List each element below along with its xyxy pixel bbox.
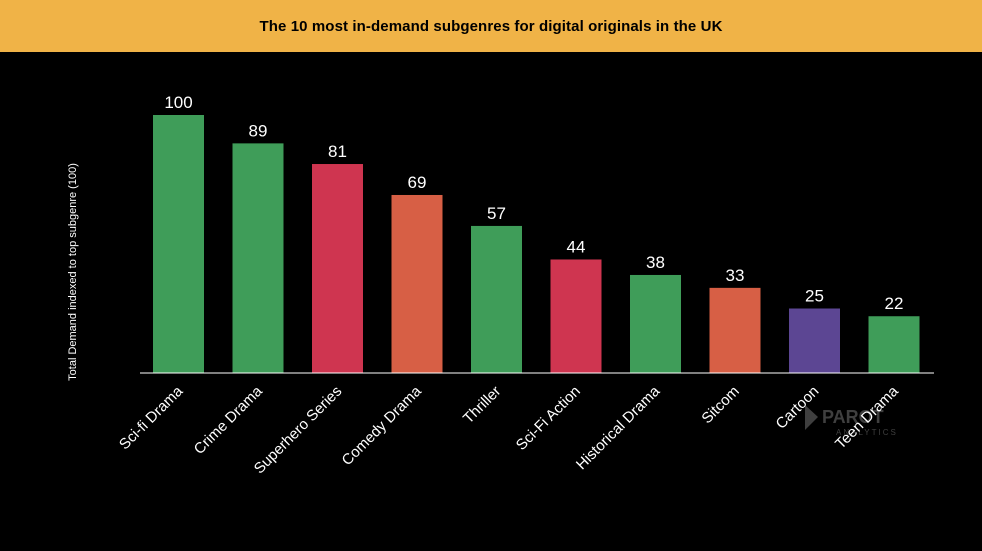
title-bar: The 10 most in-demand subgenres for digi… <box>0 0 982 52</box>
bars-group: 100 Sci-fi Drama 89 Crime Drama 81 Superhero … <box>116 93 920 477</box>
category-label-superhero-series: Superhero Series <box>251 383 346 478</box>
bar-cartoon <box>789 308 840 373</box>
data-label-sitcom: 33 <box>726 266 745 285</box>
category-label-historical-drama: Historical Drama <box>573 382 664 473</box>
category-label-crime-drama: Crime Drama <box>191 382 267 458</box>
bar-teen-drama <box>868 316 920 373</box>
data-label-thriller: 57 <box>487 204 506 223</box>
category-label-sci-fi-action: Sci-Fi Action <box>513 383 584 454</box>
data-label-comedy-drama: 69 <box>408 173 427 192</box>
data-label-sci-fi-action: 44 <box>567 237 586 256</box>
category-label-sci-fi-drama: Sci-fi Drama <box>116 382 187 453</box>
data-label-cartoon: 25 <box>805 287 824 306</box>
bar-crime-drama <box>232 143 284 373</box>
category-label-comedy-drama: Comedy Drama <box>339 382 426 469</box>
data-label-superhero-series: 81 <box>328 142 347 161</box>
data-label-teen-drama: 22 <box>885 294 904 313</box>
data-label-sci-fi-drama: 100 <box>164 93 192 112</box>
parrot-analytics-watermark: PAROT ANALYTICS <box>805 405 898 437</box>
bar-sitcom <box>709 287 761 373</box>
data-label-historical-drama: 38 <box>646 253 665 272</box>
watermark-logo-icon <box>805 405 818 430</box>
bar-sci-fi-drama <box>153 115 204 373</box>
data-label-crime-drama: 89 <box>249 121 268 140</box>
bar-sci-fi-action <box>550 259 602 373</box>
y-axis-label: Total Demand indexed to top subgenre (10… <box>67 163 79 381</box>
bar-historical-drama <box>630 274 681 373</box>
bar-thriller <box>471 225 522 373</box>
category-label-thriller: Thriller <box>460 383 504 427</box>
watermark-sub-text: ANALYTICS <box>836 428 898 437</box>
watermark-main-text: PAROT <box>822 407 884 427</box>
bar-superhero-series <box>312 164 363 373</box>
category-label-cartoon: Cartoon <box>773 383 823 433</box>
bar-comedy-drama <box>391 194 443 373</box>
category-label-sitcom: Sitcom <box>698 383 742 427</box>
chart-title: The 10 most in-demand subgenres for digi… <box>259 17 723 35</box>
